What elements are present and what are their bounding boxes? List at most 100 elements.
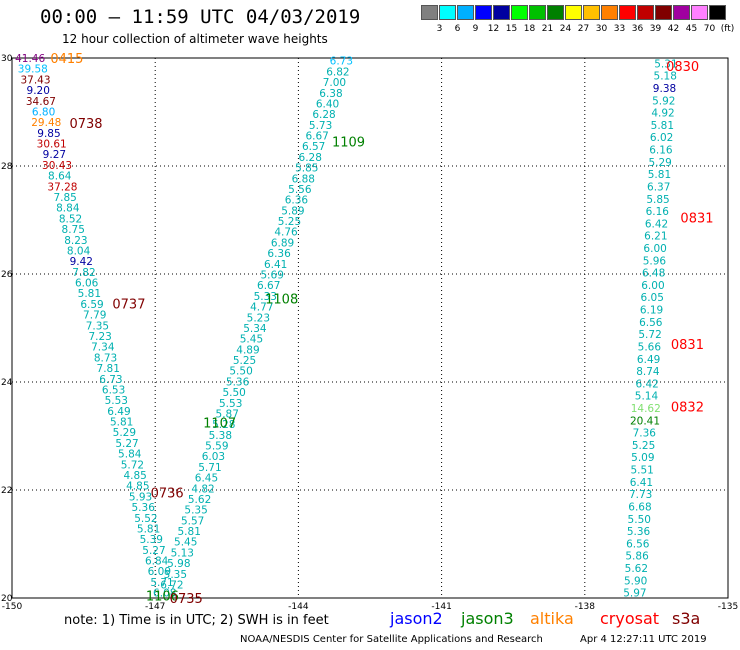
wave-height-value: 6.00 [641, 280, 664, 292]
pass-time-label: 0737 [112, 298, 145, 313]
wave-height-value: 6.73 [330, 56, 353, 68]
scale-label: 12 [487, 24, 500, 34]
wave-height-value: 5.35 [184, 505, 207, 517]
wave-height-value: 6.49 [637, 354, 660, 366]
wave-height-value: 6.73 [99, 374, 122, 386]
scale-label: 33 [613, 24, 626, 34]
scale-swatch [457, 5, 474, 20]
wave-height-value: 6.53 [102, 384, 125, 396]
wave-height-value: 5.50 [222, 387, 245, 399]
wave-height-value: 7.82 [72, 267, 95, 279]
wave-height-value: 7.34 [91, 342, 115, 354]
wave-height-value: 8.64 [48, 171, 72, 183]
wave-height-value: 6.88 [292, 173, 315, 185]
scale-label: 21 [541, 24, 554, 34]
map-frame [11, 57, 729, 599]
legend-s3a: s3a [672, 609, 701, 628]
wave-height-value: 5.50 [628, 514, 651, 526]
wave-height-value: 7.79 [83, 310, 106, 322]
wave-height-value: 6.41 [630, 477, 653, 489]
wave-height-value: 4.76 [274, 227, 298, 239]
wave-height-value: 6.02 [650, 132, 673, 144]
generation-timestamp: Apr 4 12:27:11 UTC 2019 [580, 634, 707, 645]
wave-height-value: 34.67 [26, 96, 56, 108]
wave-height-value: 7.36 [633, 428, 657, 440]
wave-height-value: 6.42 [635, 378, 658, 390]
wave-height-value: 6.21 [644, 231, 667, 243]
wave-height-value: 5.66 [638, 341, 662, 353]
wave-height-value: 20.41 [630, 415, 660, 427]
wave-height-value: 6.41 [264, 259, 287, 271]
scale-label: 9 [472, 24, 479, 34]
wave-height-value: 6.40 [316, 98, 339, 110]
wave-height-value: 8.52 [59, 213, 82, 225]
scale-swatch [529, 5, 546, 20]
lon-tick-label: -144 [288, 602, 309, 612]
wave-height-value: 6.80 [32, 106, 55, 118]
wave-height-value: 6.56 [639, 317, 663, 329]
wave-height-value: 9.42 [70, 256, 93, 268]
wave-height-value: 6.19 [640, 305, 663, 317]
wave-height-value: 8.75 [62, 224, 85, 236]
wave-height-value: 5.36 [226, 376, 250, 388]
wave-height-value: 7.81 [97, 363, 120, 375]
wave-height-value: 5.28 [212, 419, 235, 431]
scale-unit: (ft) [720, 24, 735, 34]
wave-height-value: 37.43 [20, 74, 50, 86]
wave-height-value: 6.16 [649, 145, 673, 157]
pass-time-label: 0831 [671, 338, 704, 353]
scale-label: 36 [631, 24, 644, 34]
wave-height-value: 4.92 [651, 108, 674, 120]
wave-height-value: 5.62 [188, 494, 211, 506]
wave-height-value: 5.72 [638, 329, 661, 341]
scale-swatch [565, 5, 582, 20]
wave-height-value: 5.85 [646, 194, 669, 206]
wave-height-value: 6.49 [107, 406, 130, 418]
wave-height-value: 6.09 [148, 566, 171, 578]
wave-height-value: 5.25 [233, 355, 256, 367]
wave-height-value: 4.85 [123, 470, 146, 482]
wave-height-value: 41.46 [15, 53, 45, 65]
wave-height-value: 6.37 [647, 181, 670, 193]
wave-height-value: 5.93 [129, 491, 152, 503]
lat-tick-label: 20 [1, 594, 13, 604]
scale-swatch [655, 5, 672, 20]
legend-altika: altika [530, 609, 574, 628]
wave-height-value: 5.31 [654, 58, 677, 70]
lat-tick-label: 24 [1, 378, 13, 388]
scale-swatch [637, 5, 654, 20]
wave-height-value: 5.35 [164, 569, 187, 581]
wave-height-value: 39.58 [18, 64, 48, 76]
wave-height-value: 4.85 [126, 481, 149, 493]
wave-height-value: 9.38 [653, 83, 676, 95]
wave-height-value: 9.85 [37, 128, 60, 140]
wave-height-value: 5.50 [229, 366, 252, 378]
lon-tick-label: -141 [431, 602, 451, 612]
wave-height-value: 6.67 [305, 131, 328, 143]
wave-height-value: 5.25 [278, 216, 301, 228]
lat-tick-label: 28 [1, 162, 13, 172]
wave-height-value: 30.61 [37, 139, 67, 151]
scale-swatch [493, 5, 510, 20]
wave-height-value: 5.14 [635, 391, 659, 403]
wave-height-value: 6.48 [642, 268, 665, 280]
wave-height-value: 5.29 [113, 427, 136, 439]
scale-label: 70 [703, 24, 716, 34]
wave-height-value: 5.86 [625, 551, 649, 563]
wave-height-value: 6.38 [319, 88, 342, 100]
lat-tick-label: 30 [1, 54, 13, 64]
wave-height-value: 6.42 [645, 218, 668, 230]
pass-time-label: 1108 [265, 292, 298, 307]
wave-height-value: 7.00 [323, 77, 346, 89]
wave-height-value: 5.34 [243, 323, 267, 335]
wave-height-value: 5.87 [216, 408, 239, 420]
scale-label: 39 [649, 24, 662, 34]
wave-height-value: 5.81 [648, 169, 671, 181]
wave-height-value: 5.72 [121, 459, 144, 471]
scale-label: 3 [436, 24, 443, 34]
scale-swatch [439, 5, 456, 20]
wave-height-value: 6.00 [643, 243, 666, 255]
wave-height-value: 5.97 [623, 588, 646, 600]
